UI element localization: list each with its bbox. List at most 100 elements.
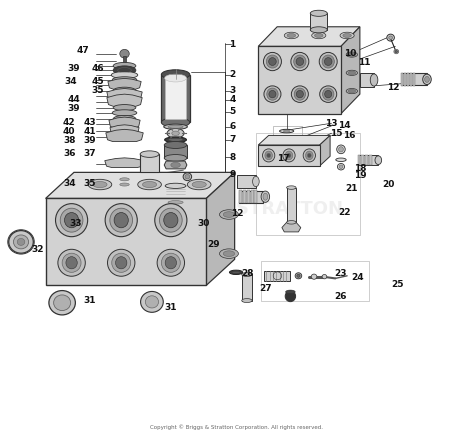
Ellipse shape [117, 177, 132, 182]
Ellipse shape [165, 194, 186, 199]
Text: 34: 34 [63, 179, 75, 188]
Ellipse shape [229, 270, 243, 275]
Polygon shape [107, 94, 142, 106]
Bar [140, 154, 159, 172]
Text: 7: 7 [229, 135, 236, 144]
Text: 34: 34 [64, 77, 77, 85]
Text: 18: 18 [354, 164, 366, 174]
Circle shape [13, 235, 28, 249]
Ellipse shape [283, 149, 291, 151]
Text: 44: 44 [68, 95, 80, 104]
Ellipse shape [310, 10, 327, 16]
Ellipse shape [113, 66, 136, 75]
Ellipse shape [264, 86, 281, 102]
Ellipse shape [308, 153, 311, 157]
Ellipse shape [112, 77, 137, 83]
Text: 4: 4 [229, 95, 236, 104]
Ellipse shape [223, 212, 235, 218]
Ellipse shape [287, 153, 291, 157]
Ellipse shape [111, 72, 138, 78]
Ellipse shape [55, 204, 88, 237]
Text: 42: 42 [63, 118, 75, 127]
Ellipse shape [164, 213, 178, 228]
Bar [123, 56, 127, 65]
Ellipse shape [114, 213, 128, 228]
Ellipse shape [346, 52, 357, 57]
Ellipse shape [267, 153, 271, 157]
Text: 13: 13 [325, 119, 338, 128]
Ellipse shape [283, 130, 290, 132]
Bar [273, 126, 302, 166]
Ellipse shape [60, 208, 83, 232]
Ellipse shape [105, 204, 137, 237]
Ellipse shape [311, 274, 317, 279]
Ellipse shape [296, 58, 304, 65]
Text: 31: 31 [164, 303, 177, 312]
Ellipse shape [164, 142, 187, 149]
Ellipse shape [253, 176, 259, 187]
Bar [237, 175, 256, 187]
Ellipse shape [264, 52, 282, 71]
Ellipse shape [325, 90, 332, 98]
Text: 31: 31 [83, 296, 96, 305]
Circle shape [146, 296, 158, 308]
Text: 5: 5 [229, 107, 236, 116]
Ellipse shape [284, 32, 299, 39]
Text: 26: 26 [334, 292, 346, 301]
Circle shape [17, 238, 25, 245]
Bar [46, 198, 206, 286]
Bar [258, 145, 319, 166]
Text: 41: 41 [83, 126, 96, 136]
Ellipse shape [117, 182, 132, 187]
Ellipse shape [171, 162, 180, 167]
Ellipse shape [322, 55, 334, 68]
Ellipse shape [336, 158, 346, 161]
Ellipse shape [261, 191, 270, 202]
Text: 24: 24 [351, 273, 364, 283]
Ellipse shape [324, 58, 332, 65]
Bar [287, 187, 296, 222]
Text: 14: 14 [338, 121, 351, 130]
Text: 40: 40 [63, 126, 75, 136]
Bar [369, 155, 372, 165]
Bar [402, 73, 427, 85]
Bar [239, 190, 242, 203]
Ellipse shape [303, 149, 316, 162]
Ellipse shape [287, 221, 296, 224]
Ellipse shape [113, 105, 136, 111]
Ellipse shape [161, 253, 180, 272]
Ellipse shape [338, 147, 343, 152]
Bar [239, 191, 263, 203]
Bar [365, 155, 368, 165]
Text: 20: 20 [382, 180, 394, 189]
Ellipse shape [346, 89, 357, 94]
Ellipse shape [348, 89, 356, 93]
Ellipse shape [423, 74, 431, 85]
Polygon shape [107, 89, 142, 101]
Ellipse shape [263, 149, 275, 162]
Ellipse shape [242, 299, 252, 303]
Ellipse shape [168, 201, 183, 204]
Text: 10: 10 [344, 49, 356, 58]
Text: 23: 23 [334, 269, 346, 278]
Text: 46: 46 [91, 65, 104, 73]
Bar [407, 73, 409, 86]
Ellipse shape [285, 151, 293, 160]
Ellipse shape [285, 156, 288, 160]
Polygon shape [258, 136, 330, 145]
Ellipse shape [292, 86, 309, 102]
Ellipse shape [192, 181, 206, 187]
Ellipse shape [291, 52, 309, 71]
Bar [242, 275, 252, 300]
Polygon shape [341, 27, 360, 114]
Ellipse shape [339, 165, 343, 168]
Ellipse shape [312, 32, 326, 39]
Ellipse shape [161, 70, 190, 79]
Ellipse shape [232, 271, 240, 273]
Ellipse shape [138, 179, 161, 190]
Bar [357, 155, 360, 165]
Bar [161, 75, 190, 123]
Ellipse shape [322, 275, 327, 279]
Ellipse shape [66, 257, 77, 269]
Circle shape [49, 290, 75, 315]
